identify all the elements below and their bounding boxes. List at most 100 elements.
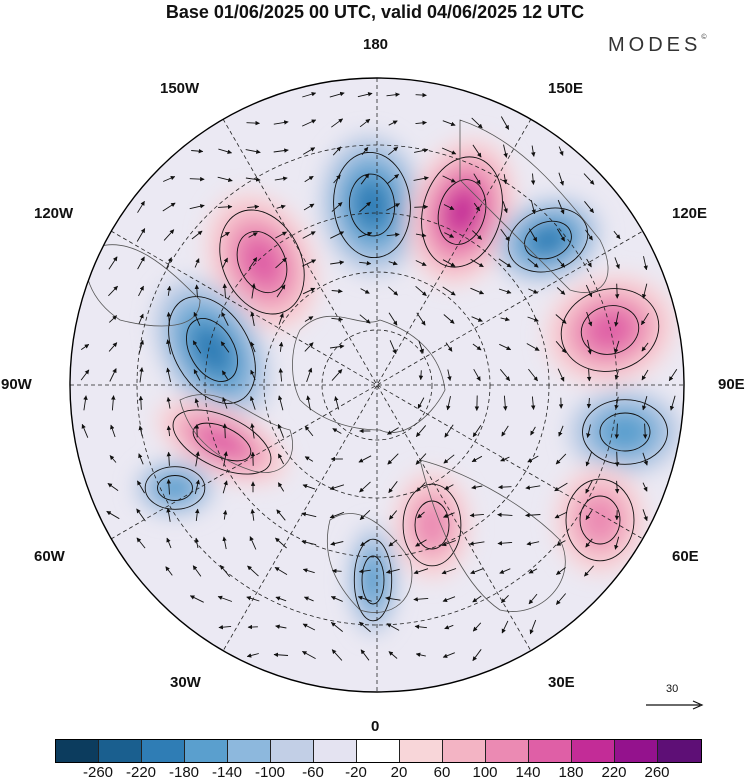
colorbar-tick-label: -140 — [211, 764, 243, 781]
colorbar-tick-label: -100 — [254, 764, 286, 781]
colorbar-tick-label: 60 — [433, 764, 451, 781]
wind-vector — [472, 595, 482, 603]
wind-vector — [302, 484, 316, 490]
wind-vector — [641, 342, 649, 352]
wind-vector — [414, 204, 429, 210]
wind-vector — [641, 283, 648, 299]
wind-vector — [558, 172, 564, 186]
wind-vector — [273, 120, 289, 125]
wind-vector — [414, 624, 427, 630]
wind-vector — [498, 288, 512, 294]
lon-label-0: 0 — [371, 718, 380, 735]
wind-vector — [444, 624, 454, 630]
wind-vector — [526, 541, 540, 546]
wind-vector — [274, 176, 288, 181]
wind-vector — [331, 316, 344, 322]
colorbar — [55, 739, 702, 763]
wind-vector — [530, 426, 536, 436]
map-boundary — [69, 77, 685, 693]
wind-vector — [444, 484, 454, 490]
height-contour — [219, 209, 305, 315]
wind-vector — [274, 567, 288, 575]
map-title: Base 01/06/2025 00 UTC, valid 04/06/2025… — [165, 2, 585, 22]
wind-vector — [470, 258, 484, 268]
wind-vector — [614, 480, 620, 494]
wind-vector — [473, 202, 481, 212]
wind-vector — [109, 368, 117, 382]
wind-vector — [557, 199, 565, 215]
wind-vector — [557, 228, 565, 242]
wind-vector — [441, 147, 457, 155]
wind-vector — [531, 145, 536, 157]
wind-vector — [418, 340, 424, 354]
wind-vector — [446, 396, 451, 411]
lon-label-30w: 30W — [170, 674, 201, 691]
colorbar-tick-label: -180 — [168, 764, 200, 781]
colorbar-tick-label: 100 — [472, 764, 498, 781]
colorbar-cell — [56, 740, 99, 762]
wind-vector — [557, 368, 565, 382]
colorbar-cell — [271, 740, 314, 762]
height-contour — [144, 466, 206, 510]
wind-vector — [275, 596, 287, 602]
wind-vector — [275, 231, 287, 239]
wind-vector — [245, 177, 261, 182]
wind-vector — [415, 260, 427, 266]
negative-anomaly-canada — [153, 277, 271, 423]
wind-vector — [191, 230, 203, 240]
wind-vector — [359, 201, 371, 213]
colorbar-cell — [529, 740, 572, 762]
wind-vector — [222, 257, 228, 269]
wind-vector — [218, 624, 232, 630]
wind-vector — [108, 315, 118, 323]
wind-vector — [642, 452, 648, 466]
wind-vector — [138, 313, 144, 325]
wind-vector — [388, 146, 399, 156]
lon-label-60e: 60E — [672, 548, 699, 565]
wind-vector — [502, 174, 508, 185]
lon-label-120w: 120W — [34, 205, 74, 222]
wind-vector — [441, 540, 456, 547]
wind-vector — [556, 258, 566, 268]
wind-vector — [222, 480, 228, 494]
wind-vector — [302, 231, 316, 239]
wind-vector — [528, 368, 538, 382]
wind-vector — [302, 623, 316, 631]
wind-vector — [385, 596, 401, 601]
wind-vector — [250, 341, 256, 353]
wind-vector — [555, 314, 567, 324]
wind-vector — [413, 568, 429, 575]
wind-vector — [470, 287, 485, 295]
wind-vector — [526, 343, 540, 351]
lon-label-90w: 90W — [1, 376, 32, 393]
wind-vector — [80, 369, 90, 381]
wind-vector — [442, 652, 455, 658]
wind-vector — [643, 256, 648, 271]
wind-vector — [527, 455, 539, 463]
wind-vector — [472, 622, 482, 632]
height-contour — [353, 538, 393, 622]
wind-vector — [417, 397, 425, 409]
wind-vector — [330, 596, 343, 602]
wind-vector — [331, 568, 342, 574]
wind-vector — [111, 395, 116, 411]
wind-vector — [387, 174, 399, 184]
wind-vector — [614, 311, 619, 327]
wind-vector — [245, 149, 261, 154]
wind-vector — [388, 261, 398, 266]
wind-vector — [469, 541, 485, 546]
height-contour — [333, 151, 411, 259]
wind-vector — [302, 147, 316, 155]
positive-anomaly-caspian — [554, 464, 646, 576]
wind-vector — [194, 258, 200, 268]
wind-vector — [163, 176, 176, 182]
wind-vector — [442, 596, 456, 602]
wind-vector — [554, 482, 568, 492]
wind-vector — [613, 230, 621, 240]
negative-anomaly-west-siberia — [567, 388, 683, 476]
wind-vector — [527, 316, 539, 322]
wind-vector — [166, 396, 171, 409]
wind-vector — [528, 228, 538, 242]
wind-vector — [330, 541, 344, 546]
wind-vector — [110, 424, 116, 438]
